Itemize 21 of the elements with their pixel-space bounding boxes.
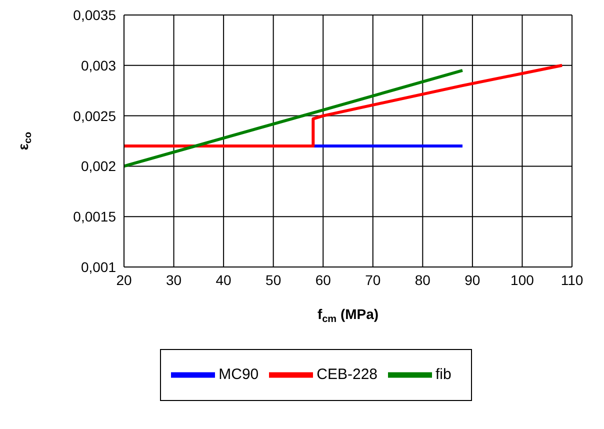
legend-label: CEB-228 bbox=[316, 366, 378, 383]
x-tick-label: 100 bbox=[510, 272, 534, 288]
legend-label: fib bbox=[436, 366, 452, 383]
y-tick-label: 0,0035 bbox=[73, 6, 116, 23]
legend-label: MC90 bbox=[218, 366, 259, 383]
y-tick-label: 0,001 bbox=[80, 258, 116, 275]
line-series bbox=[124, 64, 564, 148]
x-tick-label: 40 bbox=[216, 272, 232, 288]
x-tick-label: 20 bbox=[116, 272, 132, 288]
y-tick-label: 0,0025 bbox=[73, 108, 116, 124]
x-tick-label: 110 bbox=[560, 272, 584, 288]
y-tick-label: 0,002 bbox=[80, 158, 116, 174]
x-axis-title: f$_{cm}$ (MPa) bbox=[317, 306, 379, 324]
x-tick-label: 30 bbox=[166, 272, 182, 288]
x-tick-label: 70 bbox=[365, 272, 381, 288]
x-tick-label: 50 bbox=[266, 272, 282, 288]
y-tick-label: 0,0015 bbox=[73, 208, 116, 225]
y-tick-label: 0,003 bbox=[80, 57, 116, 74]
x-tick-label: 60 bbox=[315, 272, 332, 288]
x-tick-label: 80 bbox=[414, 272, 431, 288]
x-tick-label: 90 bbox=[464, 272, 480, 288]
